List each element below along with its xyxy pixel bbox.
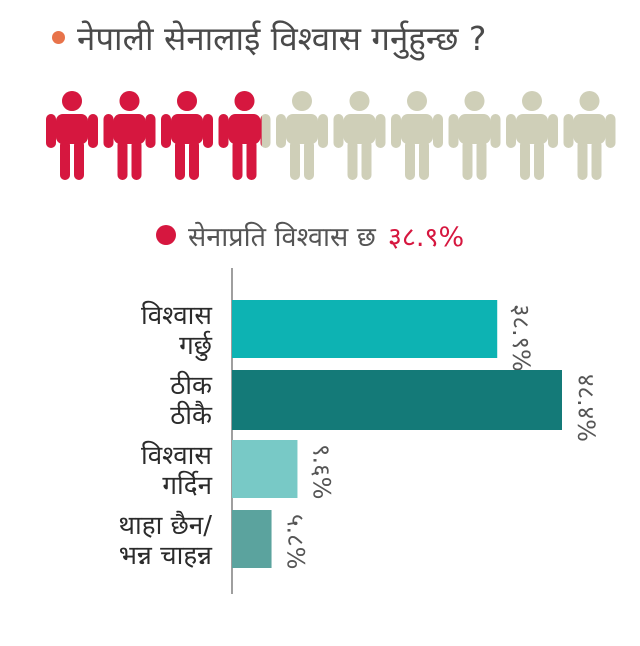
category-label: ठीक bbox=[170, 370, 213, 401]
value-label: ५.८% bbox=[282, 514, 310, 569]
person-icon bbox=[391, 91, 443, 180]
person-icon bbox=[448, 91, 501, 180]
category-label: ठीकै bbox=[170, 400, 213, 431]
chart-title-row: नेपाली सेनालाई विश्वास गर्नुहुन्छ ? bbox=[52, 12, 486, 62]
bar-1 bbox=[232, 300, 498, 358]
value-label: ३८.९% bbox=[507, 304, 535, 372]
value-label: ४८.४% bbox=[572, 374, 600, 442]
trust-summary: सेनाप्रति विश्वास छ ३८.९% bbox=[156, 216, 464, 254]
category-label: गर्छु bbox=[179, 330, 213, 361]
category-label: भन्न चाहन्न bbox=[119, 541, 213, 571]
category-label: विश्वास bbox=[141, 300, 212, 331]
bar-chart: विश्वासगर्छु ३८.९%ठीकठीकै ४८.४%विश्वासगर्द… bbox=[118, 268, 600, 594]
person-icon bbox=[506, 91, 558, 180]
person-icon bbox=[563, 91, 616, 180]
bar-2 bbox=[232, 370, 562, 430]
people-pictogram bbox=[46, 88, 626, 184]
category-label: थाहा छैन/ bbox=[118, 510, 212, 541]
people-icons bbox=[46, 91, 616, 180]
value-label: ९.६% bbox=[307, 444, 335, 499]
person-icon bbox=[161, 91, 213, 180]
chart-title: नेपाली सेनालाई विश्वास गर्नुहुन्छ ? bbox=[77, 18, 487, 58]
trust-summary-label: सेनाप्रति विश्वास छ bbox=[188, 221, 376, 253]
bar-3 bbox=[232, 440, 298, 498]
trust-summary-value: ३८.९% bbox=[387, 221, 465, 253]
trust-bullet-icon bbox=[156, 225, 176, 245]
person-icon bbox=[103, 91, 156, 180]
category-label: गर्दिन bbox=[162, 470, 212, 501]
person-icon bbox=[333, 91, 386, 180]
person-icon bbox=[276, 91, 328, 180]
person-icon bbox=[46, 91, 98, 180]
category-label: विश्वास bbox=[141, 440, 212, 471]
bar-4 bbox=[232, 510, 272, 568]
title-bullet-icon bbox=[52, 30, 65, 44]
